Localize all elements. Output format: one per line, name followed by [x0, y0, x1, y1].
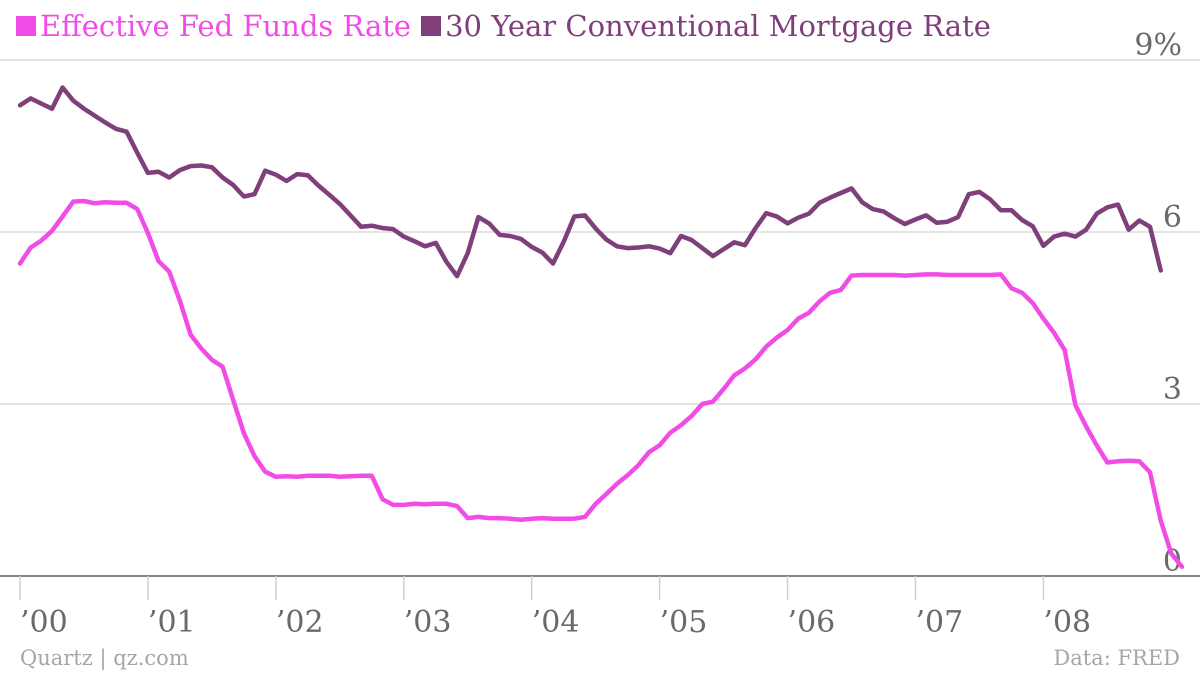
- y-tick-label-6: 6: [1163, 200, 1182, 235]
- x-tick-label-3: ’03: [404, 605, 452, 640]
- x-tick-label-1: ’01: [148, 605, 196, 640]
- legend-item-fed-funds: Effective Fed Funds Rate: [16, 9, 411, 43]
- legend-swatch-mortgage: [421, 16, 442, 36]
- x-tick-label-5: ’05: [660, 605, 708, 640]
- series-line-fed-funds: [17, 198, 1185, 570]
- y-tick-label-3: 3: [1163, 372, 1182, 407]
- legend-label-mortgage: 30 Year Conventional Mortgage Rate: [445, 9, 991, 43]
- y-tick-label-9: 9%: [1134, 28, 1182, 63]
- x-tick-label-4: ’04: [532, 605, 580, 640]
- legend-swatch-fed-funds: [16, 16, 36, 36]
- x-tick-label-7: ’07: [915, 605, 963, 640]
- x-tick-label-2: ’02: [276, 605, 324, 640]
- source-credit: Quartz | qz.com: [20, 646, 189, 670]
- x-tick-label-6: ’06: [788, 605, 836, 640]
- x-tick-label-0: ’00: [20, 605, 68, 640]
- data-source: Data: FRED: [1053, 646, 1180, 670]
- x-tick-label-8: ’08: [1043, 605, 1091, 640]
- legend-label-fed-funds: Effective Fed Funds Rate: [40, 9, 412, 43]
- series-line-mortgage: [17, 85, 1163, 279]
- legend-item-mortgage: 30 Year Conventional Mortgage Rate: [421, 9, 991, 43]
- legend: Effective Fed Funds Rate 30 Year Convent…: [16, 4, 1001, 48]
- y-tick-label-0: 0: [1163, 544, 1182, 579]
